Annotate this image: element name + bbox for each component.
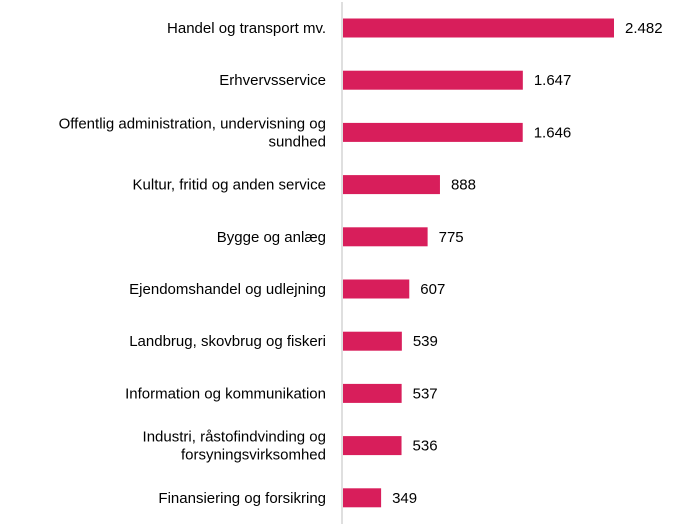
category-tick-label: Bygge og anlæg — [217, 229, 326, 246]
bar — [343, 331, 402, 351]
data-label: 1.646 — [534, 124, 572, 141]
category-tick-label: Industri, råstofindvinding og — [143, 429, 326, 446]
data-label: 349 — [392, 490, 417, 507]
bar — [343, 436, 402, 456]
bar — [343, 70, 523, 90]
value-labels: 2.482 1.647 1.646 888 775 607 539 537 536 349 — [392, 20, 662, 507]
data-label: 888 — [451, 177, 476, 194]
category-labels: Handel og transport mv. Erhvervsservice Of… — [59, 20, 326, 507]
data-label: 607 — [420, 281, 445, 298]
category-tick-label: Kultur, fritid og anden service — [133, 177, 326, 194]
data-label: 537 — [413, 385, 438, 402]
category-tick-label: Landbrug, skovbrug og fiskeri — [129, 333, 326, 350]
bar — [343, 227, 428, 247]
bar — [343, 279, 410, 299]
data-label: 2.482 — [625, 20, 663, 37]
category-tick-label: Handel og transport mv. — [167, 20, 326, 37]
data-label: 539 — [413, 333, 438, 350]
category-tick-label: Information og kommunikation — [125, 385, 326, 402]
category-tick-label: Finansiering og forsikring — [158, 490, 326, 507]
category-tick-label: Offentlig administration, undervisning o… — [59, 115, 326, 132]
bar — [343, 488, 382, 508]
category-tick-label: Ejendomshandel og udlejning — [129, 281, 326, 298]
data-label: 536 — [413, 438, 438, 455]
data-label: 1.647 — [534, 72, 572, 89]
bar — [343, 18, 614, 38]
bar — [343, 383, 402, 403]
category-tick-label: forsyningsvirksomhed — [181, 447, 326, 464]
bars-layer — [343, 18, 614, 508]
bar — [343, 122, 523, 142]
category-tick-label: Erhvervsservice — [219, 72, 326, 89]
category-tick-label: sundhed — [268, 133, 326, 150]
data-label: 775 — [439, 229, 464, 246]
bar — [343, 175, 440, 195]
